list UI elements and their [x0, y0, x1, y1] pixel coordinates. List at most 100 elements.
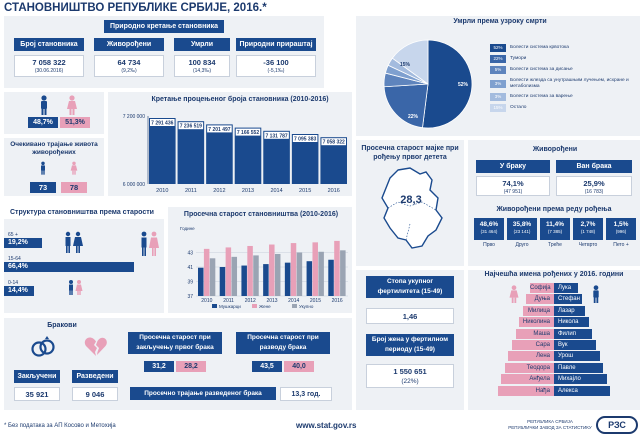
age-bar	[263, 264, 269, 296]
natural-movement-panel: Природно кретање становника	[4, 16, 324, 88]
female-name: Лена	[508, 351, 554, 362]
website-link[interactable]: www.stat.gov.rs	[296, 421, 357, 430]
female-name: Теодора	[504, 362, 554, 373]
birth-order-pct: 48,6%	[479, 221, 499, 228]
age-group-label: 15-64	[8, 256, 21, 262]
birth-order-label: Друго	[515, 242, 529, 248]
female-name: Маша	[515, 328, 554, 339]
age-group-percent: 19,2%	[8, 239, 28, 246]
footnote: * Без података за АП Косово и Метохија	[4, 423, 116, 429]
age-first-marriage-male: 31,2	[144, 361, 174, 372]
age-bar	[318, 251, 324, 296]
x-tick-label: 2010	[156, 188, 168, 194]
birth-order-count: (7 385)	[547, 229, 563, 234]
y-tick-label: 39	[187, 280, 193, 286]
age-group-bar	[4, 238, 42, 248]
mother-age-title: Просечна старост мајке при рођењу првог …	[361, 145, 459, 161]
birth-order-label: Пето +	[613, 242, 629, 248]
x-tick-label: 2011	[223, 298, 234, 304]
birth-order-cell: 35,8% (23 141)	[507, 218, 537, 240]
x-tick-label: 2011	[185, 188, 197, 194]
female-name: Николина	[519, 317, 554, 328]
legend-item: 52% Болести система крвотока	[490, 44, 638, 52]
in-marriage-label: У браку	[476, 160, 550, 173]
natural-increase-label: Природни прираштај	[236, 38, 316, 51]
x-tick-label: 2012	[213, 188, 225, 194]
bar-label-bg	[207, 125, 232, 133]
adult-couple-icon	[141, 231, 159, 256]
x-tick-label: 2015	[299, 188, 311, 194]
legend-label: Болести система за дисање	[510, 67, 573, 73]
age-group-percent: 14,4%	[8, 287, 28, 294]
female-percent: 51,3%	[60, 117, 90, 128]
bar-value-label: 7 291 436	[151, 121, 173, 127]
bar-value-label: 7 201 497	[208, 127, 230, 133]
x-tick-label: 2013	[266, 298, 277, 304]
age-divorce-title: Просечна старост при разводу брака	[236, 332, 330, 354]
population-label: Број становника	[14, 38, 84, 51]
pie-slice	[383, 83, 429, 129]
age-bar	[274, 253, 281, 296]
death-causes-legend: 52% Болести система крвотока 22% Тумори 5% Бо…	[490, 44, 638, 115]
male-name: Михајло	[554, 374, 607, 385]
legend-swatch	[212, 304, 217, 308]
female-name: Нађа	[497, 385, 554, 396]
pie-slice	[391, 39, 429, 85]
birth-order-count: (23 141)	[513, 229, 531, 234]
age-bar	[306, 261, 313, 296]
age-bar	[334, 240, 340, 296]
births-title: Живорођени	[532, 146, 578, 153]
legend-swatch: 52%	[490, 44, 506, 52]
deaths-label: Умрли	[174, 38, 230, 51]
bar-value-label: 7 058 322	[323, 140, 345, 146]
y-tick-label: 6 000 000	[123, 182, 145, 188]
male-name: Никола	[554, 317, 589, 328]
age-bar	[284, 262, 291, 296]
bar-label-bg	[264, 131, 289, 139]
legend-swatch: 3%	[490, 79, 506, 88]
fertility-rate-title: Стопа укупног фертилитета (15-49)	[366, 276, 454, 298]
birth-order-pct: 2,7%	[580, 221, 596, 228]
male-name: Павле	[554, 362, 604, 373]
age-bar	[247, 245, 253, 296]
age-bar	[209, 258, 216, 296]
female-life-expectancy: 78	[61, 182, 87, 193]
male-name: Лука	[554, 283, 578, 293]
age-group-percent: 66,4%	[8, 263, 28, 270]
population-bar	[206, 124, 233, 184]
married-label: Закључени	[14, 370, 60, 383]
legend-item: 5% Болести система за дисање	[490, 66, 638, 75]
female-icon	[67, 95, 77, 115]
population-bar	[263, 130, 290, 184]
age-bar	[290, 243, 297, 296]
age-bar	[225, 247, 232, 296]
legend-label: Тумори	[510, 56, 527, 62]
age-group-bar	[4, 262, 134, 272]
bar-value-label: 7 131 787	[265, 133, 287, 139]
legend-item: 3% Болести жлезда са унутрашњим лучењем, …	[490, 78, 638, 90]
legend-swatch	[252, 304, 257, 308]
female-name: Сара	[512, 340, 554, 350]
birth-order-pct: 11,4%	[545, 221, 565, 228]
age-divorce-female: 40,0	[284, 361, 314, 372]
birth-order-cell: 2,7% (1 748)	[573, 218, 603, 240]
legend-label: Остало	[510, 104, 527, 110]
age-bar	[296, 252, 303, 296]
children-icon	[69, 280, 83, 295]
age-bar	[219, 267, 226, 296]
y-tick-label: 7 200 000	[123, 114, 145, 120]
life-expectancy-title: Очекивано трајање живота живорођених	[10, 141, 98, 156]
birth-order-cell: 1,5% (996)	[606, 218, 636, 240]
birth-order-count: (31 464)	[480, 229, 498, 234]
population-bar	[291, 134, 319, 184]
population-trend-title: Кретање процењеног броја становника (201…	[151, 96, 329, 103]
male-name: Вук	[554, 340, 596, 350]
bar-label-bg	[321, 138, 346, 146]
serbia-map-icon	[381, 167, 443, 249]
population-bar	[234, 127, 262, 184]
baby-boy-icon	[593, 285, 599, 303]
population-bar	[149, 118, 176, 184]
death-causes-pie: 52% 22% 15%	[383, 39, 473, 129]
legend-swatch	[292, 304, 297, 308]
x-tick-label: 2012	[245, 298, 256, 304]
